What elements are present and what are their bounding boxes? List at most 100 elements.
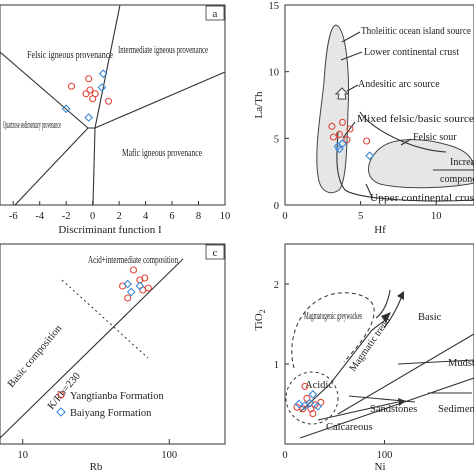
panel-a-yangtianba-point — [86, 86, 94, 94]
panel-b-mixed-envelope — [336, 131, 474, 202]
panel-b-y-tick-label: 10 — [269, 68, 280, 79]
panel-b-x-tick-label: 0 — [282, 211, 287, 222]
panel-b-ylabel: La/Th — [253, 91, 265, 118]
panel-a-x-tick-label: 4 — [143, 211, 149, 222]
panel-d-label-magmatic-trend: Magmatic trend — [347, 315, 392, 373]
panel-d-magmatic-trend-arrow — [299, 317, 389, 413]
panel-d-acidic-outline — [285, 371, 339, 425]
panel-b: Tholeiitic ocean island source Lower con… — [253, 1, 474, 236]
panel-a-x-tick-label: 2 — [116, 211, 121, 222]
panel-a-x-tick-label: -2 — [62, 211, 71, 222]
panel-a-x-tick-label: -4 — [35, 211, 44, 222]
panel-a-yangtianba-point — [85, 75, 93, 83]
panel-c-dotted-line — [61, 279, 149, 359]
panel-d-ylabel-subscript: 2 — [258, 309, 267, 313]
legend-yangtianba-marker — [57, 391, 65, 399]
panel-a-yangtianba-point — [91, 90, 99, 98]
panel-a-frame — [0, 4, 226, 206]
panel-c-xlabel: Rb — [90, 461, 103, 473]
panel-b-yangtianba-point — [346, 125, 354, 133]
panel-b-leader-mixed — [342, 121, 356, 139]
panel-d-baiyang-point — [305, 398, 315, 408]
panel-d-calcareous-arrow — [317, 401, 399, 421]
panel-d-label-magmatogenic-text: Magmatogenic greywackes — [304, 311, 362, 322]
panel-b-yangtianba-point — [335, 130, 343, 138]
panel-b-y-tick-label: 0 — [274, 201, 279, 212]
panel-d-xlabel: Ni — [375, 461, 386, 473]
panel-c-yangtianba-point — [144, 284, 152, 292]
panel-b-andesitic-field — [334, 87, 350, 100]
panel-c-points — [119, 266, 152, 302]
panel-b-frame — [284, 4, 474, 206]
panel-b-leader-lower — [340, 51, 363, 61]
panel-d-calcareous-head — [398, 398, 406, 406]
panel-c-yangtianba-point — [141, 274, 149, 282]
panel-d-y-tick-label: 1 — [274, 360, 279, 371]
panel-a-boundary-upper-right — [94, 4, 121, 129]
panel-b-label-compone: compone — [440, 174, 474, 185]
panel-a-yangtianba-point — [67, 82, 76, 90]
panel-c-field-basic: Basic composition — [6, 323, 65, 390]
panel-b-x-tick-label: 5 — [358, 211, 363, 222]
panel-c-x-tick-label: 100 — [161, 450, 177, 461]
panel-d-basic-arrows — [375, 289, 403, 329]
panel-a-letter: a — [213, 8, 218, 20]
panel-a-baiyang-point — [98, 69, 108, 79]
panel-d-baiyang-point — [294, 399, 304, 409]
panel-c-baiyang-point — [126, 287, 136, 297]
panel-b-baiyang-point — [365, 151, 375, 161]
panel-d-mudstone-arrow — [397, 359, 474, 365]
panel-a-x-tick-label: -6 — [9, 211, 18, 222]
panel-b-yangtianba-point — [328, 122, 336, 130]
panel-b-ticks: 0 5 10 0 5 10 15 — [269, 1, 442, 222]
panel-a-field-felsic-label: Felsic igneous provenance — [27, 50, 113, 61]
panel-b-baiyang-point — [338, 139, 347, 149]
panel-d-yangtianba-point — [301, 382, 309, 390]
panel-b-yangtianba-point — [338, 118, 347, 126]
panel-a-x-tick-label: 10 — [220, 211, 231, 222]
panel-a-field-intermediate-label: Intermediate igneous provenance — [118, 45, 208, 56]
panel-d-ticks: 0 100 1 2 — [274, 280, 393, 461]
panel-d-y-tick-label: 2 — [274, 280, 279, 291]
panel-b-label-andesitic: Andesitic arc source — [358, 79, 440, 90]
panel-c-baiyang-point — [123, 279, 133, 289]
legend: Yangtianba Formation Baiyang Formation — [56, 391, 164, 419]
panel-a-xlabel: Discriminant function I — [58, 224, 162, 236]
panel-a-boundary-upper-left — [0, 51, 89, 129]
panel-c-yangtianba-point — [129, 266, 138, 274]
panel-a-field-felsic: Felsic igneous provenance — [27, 50, 113, 61]
panel-d-ylabel-text: TiO — [253, 313, 265, 330]
panel-a-points — [61, 69, 113, 122]
panel-c-baiyang-point — [135, 281, 145, 291]
panel-a-field-quartzose-label: Quartzose sedimentary provenance — [3, 120, 61, 131]
panel-c-yangtianba-point — [124, 294, 132, 302]
panel-d-x-tick-label: 100 — [377, 450, 393, 461]
panel-b-yangtianba-point — [329, 133, 337, 141]
panel-a-baiyang-point — [84, 113, 94, 122]
panel-b-label-upper: Upper continental crus — [370, 193, 474, 204]
panel-b-leader-ocean — [341, 31, 361, 43]
panel-d-separator-upper — [337, 333, 474, 415]
panel-b-ocean-island-field — [316, 24, 349, 194]
panel-b-label-felsic: Felsic sour — [413, 132, 457, 143]
panel-d-x-tick-label: 0 — [282, 450, 287, 461]
panel-d-separator-lower — [299, 377, 474, 439]
panel-a-letter-box — [205, 5, 225, 21]
panel-a-boundary-right — [94, 71, 226, 129]
panel-c: c Acid+intermediate composition Basic co… — [0, 243, 226, 473]
panel-d: Magmatogenic greywackes Basic Magmatic t… — [253, 243, 474, 473]
panel-b-label-ocean: Tholeiitic ocean island source — [361, 26, 472, 37]
panel-b-xlabel: Hf — [374, 224, 386, 236]
panel-a-x-tick-label: 0 — [90, 211, 95, 222]
panel-d-label-magmatogenic: Magmatogenic greywackes — [304, 311, 362, 322]
legend-baiyang-label: Baiyang Formation — [70, 408, 152, 419]
panel-b-label-increase: Increa — [450, 157, 474, 168]
panel-d-label-basic: Basic — [418, 312, 442, 323]
panel-a-x-tick-label: 6 — [169, 211, 174, 222]
panel-d-points — [293, 382, 325, 418]
panel-a-x-tick-label: 8 — [196, 211, 201, 222]
panel-b-leader-felsic — [400, 138, 412, 146]
panel-b-upper-crust-field — [368, 139, 474, 189]
panel-b-yangtianba-point — [363, 137, 371, 145]
